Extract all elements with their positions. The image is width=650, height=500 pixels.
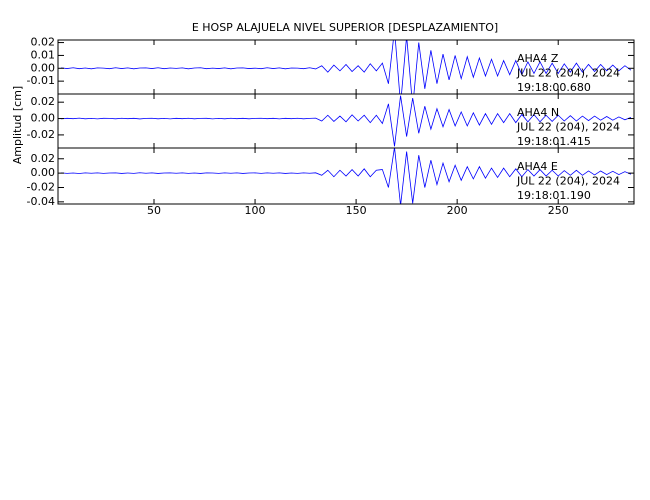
y-tick-label: 0.00 [31, 166, 56, 179]
waveform [60, 40, 632, 94]
annotation: JUL 22 (204), 2024 [516, 121, 620, 134]
y-axis-label: Amplitud [cm] [11, 86, 24, 164]
annotation: AHA4 E [517, 160, 558, 173]
annotation: 19:18:01.415 [517, 135, 591, 148]
y-tick-label: 0.02 [31, 95, 56, 108]
y-tick-label: -0.02 [27, 180, 55, 193]
waveform [60, 95, 632, 147]
annotation: 19:18:00.680 [517, 81, 591, 94]
annotation: 19:18:01.190 [517, 189, 591, 202]
annotation: AHA4 Z [517, 52, 559, 65]
y-tick-label: 0.01 [31, 48, 56, 61]
x-tick-label: 150 [346, 204, 367, 217]
y-tick-label: 0.00 [31, 112, 56, 125]
x-tick-label: 100 [245, 204, 266, 217]
x-tick-label: 50 [147, 204, 161, 217]
annotation: JUL 22 (204), 2024 [516, 67, 620, 80]
annotation: AHA4 N [517, 106, 559, 119]
waveform [60, 148, 632, 204]
y-tick-label: -0.02 [27, 128, 55, 141]
chart-title: E HOSP ALAJUELA NIVEL SUPERIOR [DESPLAZA… [192, 21, 498, 34]
y-tick-label: 0.00 [31, 61, 56, 74]
x-tick-label: 200 [447, 204, 468, 217]
annotation: JUL 22 (204), 2024 [516, 175, 620, 188]
y-tick-label: -0.01 [27, 74, 55, 87]
panel-frame [57, 147, 635, 205]
y-tick-label: 0.02 [31, 36, 56, 49]
y-tick-label: 0.02 [31, 152, 56, 165]
y-tick-label: -0.04 [27, 195, 55, 208]
x-tick-label: 250 [548, 204, 569, 217]
